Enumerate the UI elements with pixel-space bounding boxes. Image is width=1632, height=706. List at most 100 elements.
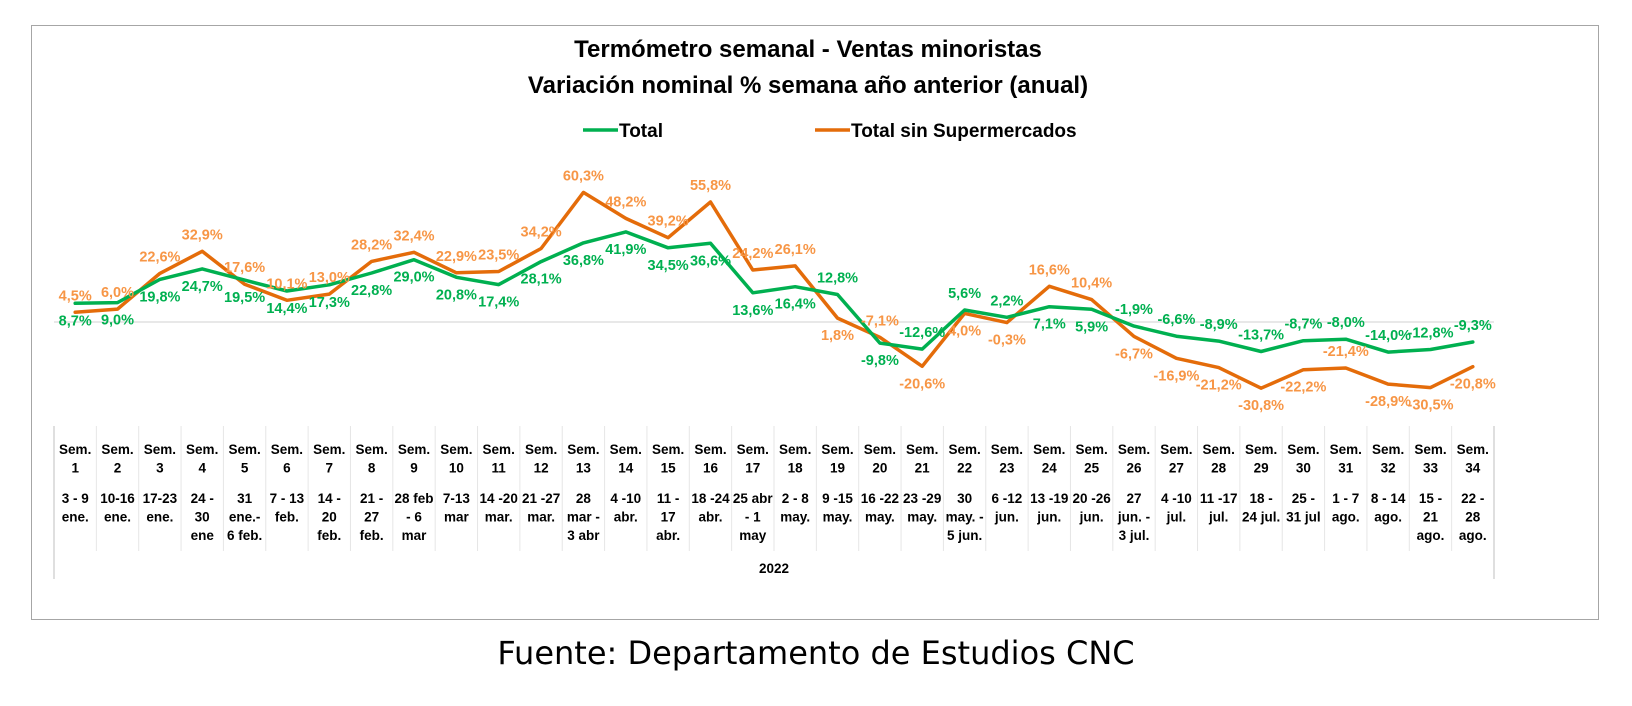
category-label: Sem. 16 18 -24 abr.	[691, 442, 730, 525]
category-label: Sem. 24 13 -19 jun.	[1030, 442, 1068, 525]
data-label-total: -8,7%	[1284, 317, 1322, 333]
data-label-sin-supermercados: 1,8%	[821, 328, 854, 344]
category-label: Sem. 19 9 -15 may.	[821, 442, 853, 525]
category-label: Sem. 12 21 -27 mar.	[522, 442, 560, 525]
data-label-sin-supermercados: 48,2%	[605, 194, 646, 210]
data-label-total: -8,9%	[1200, 317, 1238, 333]
data-label-sin-supermercados: -20,8%	[1450, 377, 1496, 393]
data-label-total: -9,8%	[861, 353, 899, 369]
data-label-sin-supermercados: 22,9%	[436, 249, 477, 265]
category-label: Sem. 14 4 -10 abr.	[610, 442, 642, 525]
data-label-sin-supermercados: 32,4%	[393, 228, 434, 244]
data-label-total: 28,1%	[521, 272, 562, 288]
category-label: Sem. 18 2 - 8 may.	[779, 442, 811, 525]
data-label-sin-supermercados: -28,9%	[1365, 394, 1411, 410]
category-label: Sem. 21 23 -29 may.	[903, 442, 941, 525]
data-label-total: 13,6%	[732, 303, 773, 319]
data-label-total: -12,6%	[899, 325, 945, 341]
category-label: Sem. 17 25 abr - 1 may	[733, 442, 774, 543]
series-line-sin-supermercados	[73, 190, 1475, 390]
category-table	[53, 426, 1495, 579]
chart-subtitle: Variación nominal % semana año anterior …	[528, 72, 1088, 99]
legend-label-total: Total	[619, 121, 663, 142]
data-label-total: 41,9%	[605, 242, 646, 258]
category-label: Sem. 29 18 -24 jul.	[1242, 442, 1280, 525]
category-label: Sem. 32 8 - 14 ago.	[1371, 442, 1406, 525]
data-label-total: -6,6%	[1157, 312, 1195, 328]
data-label-total: -12,8%	[1408, 326, 1454, 342]
category-label: Sem. 2 10-16 ene.	[100, 442, 135, 525]
category-label: Sem. 34 22 -28 ago.	[1457, 442, 1489, 543]
data-label-sin-supermercados: 32,9%	[182, 227, 223, 243]
category-label: Sem. 9 28 feb - 6 mar	[394, 442, 433, 543]
data-label-total: 24,7%	[182, 279, 223, 295]
data-label-sin-supermercados: -22,2%	[1280, 380, 1326, 396]
category-label: Sem. 4 24 -30 ene	[186, 442, 218, 543]
data-label-total: 2,2%	[990, 293, 1023, 309]
data-label-total: 5,9%	[1075, 319, 1108, 335]
data-label-sin-supermercados: 4,5%	[59, 288, 92, 304]
data-label-total: -9,3%	[1454, 318, 1492, 334]
category-label: Sem. 11 14 -20 mar.	[480, 442, 518, 525]
category-label: Sem. 15 11 -17 abr.	[652, 442, 684, 543]
source-note: Fuente: Departamento de Estudios CNC	[497, 634, 1135, 672]
category-label: Sem. 7 14 -20 feb.	[313, 442, 345, 543]
data-label-total: 9,0%	[101, 313, 134, 329]
data-label-sin-supermercados: 28,2%	[351, 237, 392, 253]
category-label: Sem. 30 25 -31 jul	[1286, 442, 1321, 525]
data-label-sin-supermercados: 26,1%	[775, 242, 816, 258]
data-label-sin-supermercados: 39,2%	[648, 214, 689, 230]
chart-title: Termómetro semanal - Ventas minoristas	[574, 36, 1042, 63]
data-label-total: 12,8%	[817, 271, 858, 287]
legend-label-sin-supermercados: Total sin Supermercados	[851, 121, 1077, 142]
data-label-total: 17,3%	[309, 295, 350, 311]
category-label: Sem. 26 27 jun. -3 jul.	[1117, 442, 1150, 543]
data-label-total: 36,8%	[563, 253, 604, 269]
data-label-total: 19,5%	[224, 290, 265, 306]
data-label-total: 17,4%	[478, 295, 519, 311]
data-label-total: -1,9%	[1115, 302, 1153, 318]
data-label-sin-supermercados: -21,2%	[1196, 378, 1242, 394]
data-label-total: -14,0%	[1365, 328, 1411, 344]
series-line-total	[73, 230, 1475, 354]
category-label: Sem. 3 17-23 ene.	[143, 442, 178, 525]
data-label-total: 20,8%	[436, 287, 477, 303]
category-label: Sem. 6 7 - 13 feb.	[270, 442, 305, 525]
category-label: Sem. 20 16 -22 may.	[861, 442, 899, 525]
data-label-sin-supermercados: 34,2%	[521, 225, 562, 241]
data-label-sin-supermercados: 60,3%	[563, 168, 604, 184]
data-label-sin-supermercados: -6,7%	[1115, 346, 1153, 362]
data-label-sin-supermercados: -20,6%	[899, 376, 945, 392]
data-label-sin-supermercados: 55,8%	[690, 178, 731, 194]
data-label-sin-supermercados: 10,4%	[1071, 276, 1112, 292]
data-label-total: 8,7%	[59, 313, 92, 329]
series-lines	[73, 190, 1475, 390]
category-label: Sem. 28 11 -17 jul.	[1200, 442, 1238, 525]
category-label: Sem. 10 7-13 mar	[440, 442, 472, 525]
data-label-total: -8,0%	[1327, 315, 1365, 331]
category-label: Sem. 27 4 -10 jul.	[1160, 442, 1192, 525]
data-label-sin-supermercados: 13,0%	[309, 270, 350, 286]
category-label: Sem. 5 31 ene.-6 feb.	[227, 442, 262, 543]
data-label-total: 34,5%	[648, 258, 689, 274]
data-label-sin-supermercados: 4,0%	[948, 323, 981, 339]
data-labels: 8,7% 9,0% 19,8%24,7%19,5%14,4% 17,3%22,8%29…	[59, 168, 1496, 414]
category-label: Sem. 1 3 - 9 ene.	[59, 442, 91, 525]
category-label: Sem. 22 30 may. -5 jun.	[946, 442, 984, 543]
category-label: Sem. 13 28 mar -3 abr	[567, 442, 600, 543]
data-label-sin-supermercados: 23,5%	[478, 248, 519, 264]
data-label-sin-supermercados: 24,2%	[732, 246, 773, 262]
data-label-total: 7,1%	[1033, 317, 1066, 333]
year-label: 2022	[759, 561, 789, 576]
data-label-total: 22,8%	[351, 283, 392, 299]
chart-frame: Termómetro semanal - Ventas minoristas V…	[31, 25, 1599, 620]
data-label-sin-supermercados: -7,1%	[861, 313, 899, 329]
data-label-sin-supermercados: -21,4%	[1323, 344, 1369, 360]
data-label-total: 19,8%	[139, 289, 180, 305]
data-label-sin-supermercados: 17,6%	[224, 260, 265, 276]
data-label-sin-supermercados: 6,0%	[101, 285, 134, 301]
data-label-total: 36,6%	[690, 253, 731, 269]
category-label: Sem. 31 1 - 7 ago.	[1330, 442, 1362, 525]
data-label-total: 5,6%	[948, 286, 981, 302]
data-label-sin-supermercados: -30,8%	[1238, 398, 1284, 414]
